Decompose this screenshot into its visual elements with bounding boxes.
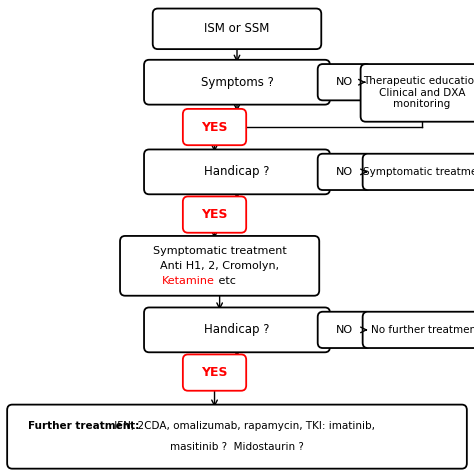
FancyBboxPatch shape [144, 308, 330, 352]
Text: No further treatment: No further treatment [371, 325, 474, 335]
FancyBboxPatch shape [318, 312, 371, 348]
FancyBboxPatch shape [144, 60, 330, 105]
FancyBboxPatch shape [144, 149, 330, 194]
Text: Handicap ?: Handicap ? [204, 323, 270, 337]
Text: Symptoms ?: Symptoms ? [201, 76, 273, 89]
Text: Therapeutic education
Clinical and DXA
monitoring: Therapeutic education Clinical and DXA m… [363, 76, 474, 109]
Text: ISM or SSM: ISM or SSM [204, 22, 270, 36]
Text: Anti H1, 2, Cromolyn,: Anti H1, 2, Cromolyn, [160, 261, 279, 271]
Text: YES: YES [201, 120, 228, 134]
Text: NO: NO [336, 167, 353, 177]
Text: YES: YES [201, 366, 228, 379]
Text: etc: etc [215, 276, 236, 286]
Text: NO: NO [336, 77, 353, 87]
Text: Further treatment:: Further treatment: [27, 421, 139, 431]
FancyBboxPatch shape [183, 109, 246, 145]
Text: Ketamine: Ketamine [162, 276, 215, 286]
Text: Symptomatic treatment: Symptomatic treatment [364, 167, 474, 177]
FancyBboxPatch shape [361, 64, 474, 122]
FancyBboxPatch shape [363, 312, 474, 348]
Text: NO: NO [336, 325, 353, 335]
FancyBboxPatch shape [120, 236, 319, 296]
Text: IFN, 2CDA, omalizumab, rapamycin, TKI: imatinib,: IFN, 2CDA, omalizumab, rapamycin, TKI: i… [111, 421, 375, 431]
FancyBboxPatch shape [363, 154, 474, 190]
Text: masitinib ?  Midostaurin ?: masitinib ? Midostaurin ? [170, 442, 304, 452]
Text: Handicap ?: Handicap ? [204, 165, 270, 178]
FancyBboxPatch shape [318, 154, 371, 190]
Text: Symptomatic treatment: Symptomatic treatment [153, 246, 286, 256]
FancyBboxPatch shape [318, 64, 371, 100]
FancyBboxPatch shape [183, 196, 246, 233]
FancyBboxPatch shape [7, 405, 467, 469]
FancyBboxPatch shape [153, 9, 321, 49]
Text: YES: YES [201, 208, 228, 221]
FancyBboxPatch shape [183, 355, 246, 391]
